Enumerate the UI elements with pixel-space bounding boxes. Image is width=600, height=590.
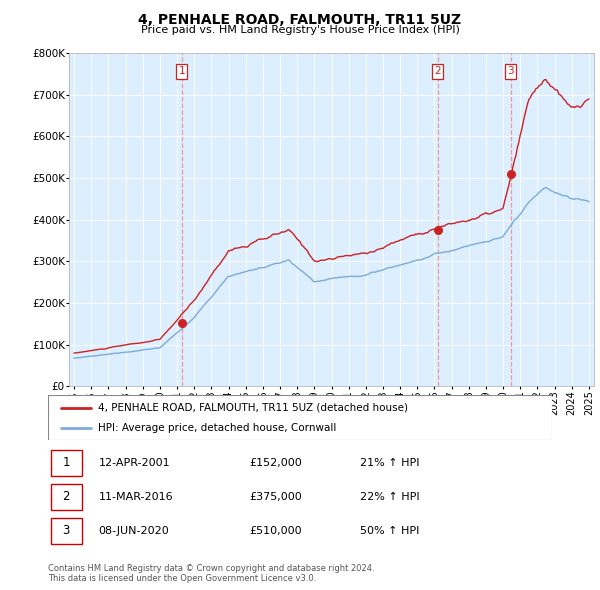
Text: Price paid vs. HM Land Registry's House Price Index (HPI): Price paid vs. HM Land Registry's House … — [140, 25, 460, 35]
Text: 11-MAR-2016: 11-MAR-2016 — [98, 492, 173, 502]
Text: 2: 2 — [62, 490, 70, 503]
Text: 3: 3 — [508, 67, 514, 77]
Text: 1: 1 — [179, 67, 185, 77]
Text: 4, PENHALE ROAD, FALMOUTH, TR11 5UZ (detached house): 4, PENHALE ROAD, FALMOUTH, TR11 5UZ (det… — [98, 403, 409, 412]
Text: 1: 1 — [62, 456, 70, 469]
Text: 08-JUN-2020: 08-JUN-2020 — [98, 526, 169, 536]
Text: 50% ↑ HPI: 50% ↑ HPI — [361, 526, 420, 536]
Text: HPI: Average price, detached house, Cornwall: HPI: Average price, detached house, Corn… — [98, 424, 337, 434]
Text: 2: 2 — [434, 67, 441, 77]
FancyBboxPatch shape — [50, 450, 82, 476]
Text: 21% ↑ HPI: 21% ↑ HPI — [361, 458, 420, 467]
Text: 22% ↑ HPI: 22% ↑ HPI — [361, 492, 420, 502]
Text: 4, PENHALE ROAD, FALMOUTH, TR11 5UZ: 4, PENHALE ROAD, FALMOUTH, TR11 5UZ — [139, 13, 461, 27]
Text: 12-APR-2001: 12-APR-2001 — [98, 458, 170, 467]
FancyBboxPatch shape — [48, 395, 552, 440]
Text: Contains HM Land Registry data © Crown copyright and database right 2024.
This d: Contains HM Land Registry data © Crown c… — [48, 563, 374, 583]
Text: 3: 3 — [62, 525, 70, 537]
Text: £152,000: £152,000 — [250, 458, 302, 467]
FancyBboxPatch shape — [50, 519, 82, 544]
Text: £510,000: £510,000 — [250, 526, 302, 536]
Text: £375,000: £375,000 — [250, 492, 302, 502]
FancyBboxPatch shape — [50, 484, 82, 510]
